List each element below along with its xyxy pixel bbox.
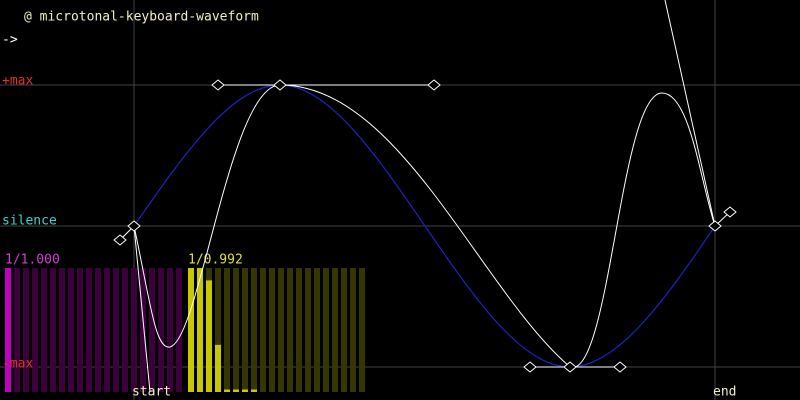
slot bbox=[104, 268, 110, 392]
slot bbox=[140, 268, 146, 392]
level-bar bbox=[242, 389, 248, 392]
node[interactable] bbox=[563, 361, 577, 373]
level-bar bbox=[5, 268, 11, 392]
slot bbox=[296, 268, 302, 392]
level-bar bbox=[188, 268, 194, 392]
slot bbox=[260, 268, 266, 392]
slot bbox=[158, 268, 164, 392]
slot bbox=[77, 268, 83, 392]
slot bbox=[251, 268, 257, 392]
panel-label: 1/0.992 bbox=[188, 253, 243, 268]
handle[interactable] bbox=[613, 361, 627, 373]
slot bbox=[113, 268, 119, 392]
slot bbox=[332, 268, 338, 392]
max-label: +max bbox=[2, 74, 33, 89]
slot bbox=[41, 268, 47, 392]
end-label: end bbox=[713, 385, 736, 400]
slot bbox=[269, 268, 275, 392]
slot bbox=[314, 268, 320, 392]
slot bbox=[167, 268, 173, 392]
min-label: -max bbox=[2, 357, 33, 372]
slot bbox=[131, 268, 137, 392]
slot bbox=[233, 268, 239, 392]
panel-label: 1/1.000 bbox=[5, 253, 60, 268]
slot bbox=[341, 268, 347, 392]
level-bar bbox=[206, 280, 212, 392]
slot bbox=[278, 268, 284, 392]
back-button[interactable]: -> bbox=[2, 33, 18, 48]
slot bbox=[359, 268, 365, 392]
level-bar bbox=[233, 389, 239, 392]
node[interactable] bbox=[708, 220, 722, 232]
slot bbox=[122, 268, 128, 392]
slot bbox=[50, 268, 56, 392]
slot bbox=[14, 268, 20, 392]
slot bbox=[305, 268, 311, 392]
slot bbox=[32, 268, 38, 392]
slot bbox=[59, 268, 65, 392]
harmonic-panels: 1/1.000 1/0.992 bbox=[5, 253, 365, 392]
node[interactable] bbox=[273, 79, 287, 91]
slot bbox=[95, 268, 101, 392]
handles[interactable] bbox=[113, 79, 737, 373]
handle[interactable] bbox=[211, 79, 225, 91]
custom-wave bbox=[133, 84, 716, 368]
slot bbox=[323, 268, 329, 392]
handle[interactable] bbox=[113, 234, 127, 246]
level-bar bbox=[224, 389, 230, 392]
title: @ microtonal-keyboard-waveform bbox=[24, 10, 259, 25]
level-bar bbox=[215, 344, 221, 392]
slot bbox=[23, 268, 29, 392]
slot bbox=[176, 268, 182, 392]
slot bbox=[350, 268, 356, 392]
start-label: start bbox=[132, 385, 171, 400]
handle[interactable] bbox=[427, 79, 441, 91]
slot bbox=[149, 268, 155, 392]
level-bar bbox=[251, 389, 257, 392]
silence-label: silence bbox=[2, 214, 57, 229]
node[interactable] bbox=[127, 220, 141, 232]
slot bbox=[287, 268, 293, 392]
slot bbox=[68, 268, 74, 392]
handle-line bbox=[664, 0, 716, 227]
handle-line bbox=[133, 225, 151, 393]
slot bbox=[86, 268, 92, 392]
slot bbox=[242, 268, 248, 392]
slot bbox=[215, 268, 221, 392]
handle[interactable] bbox=[523, 361, 537, 373]
sine-wave bbox=[133, 84, 716, 368]
handle[interactable] bbox=[723, 206, 737, 218]
level-bar bbox=[197, 268, 203, 392]
slot bbox=[224, 268, 230, 392]
